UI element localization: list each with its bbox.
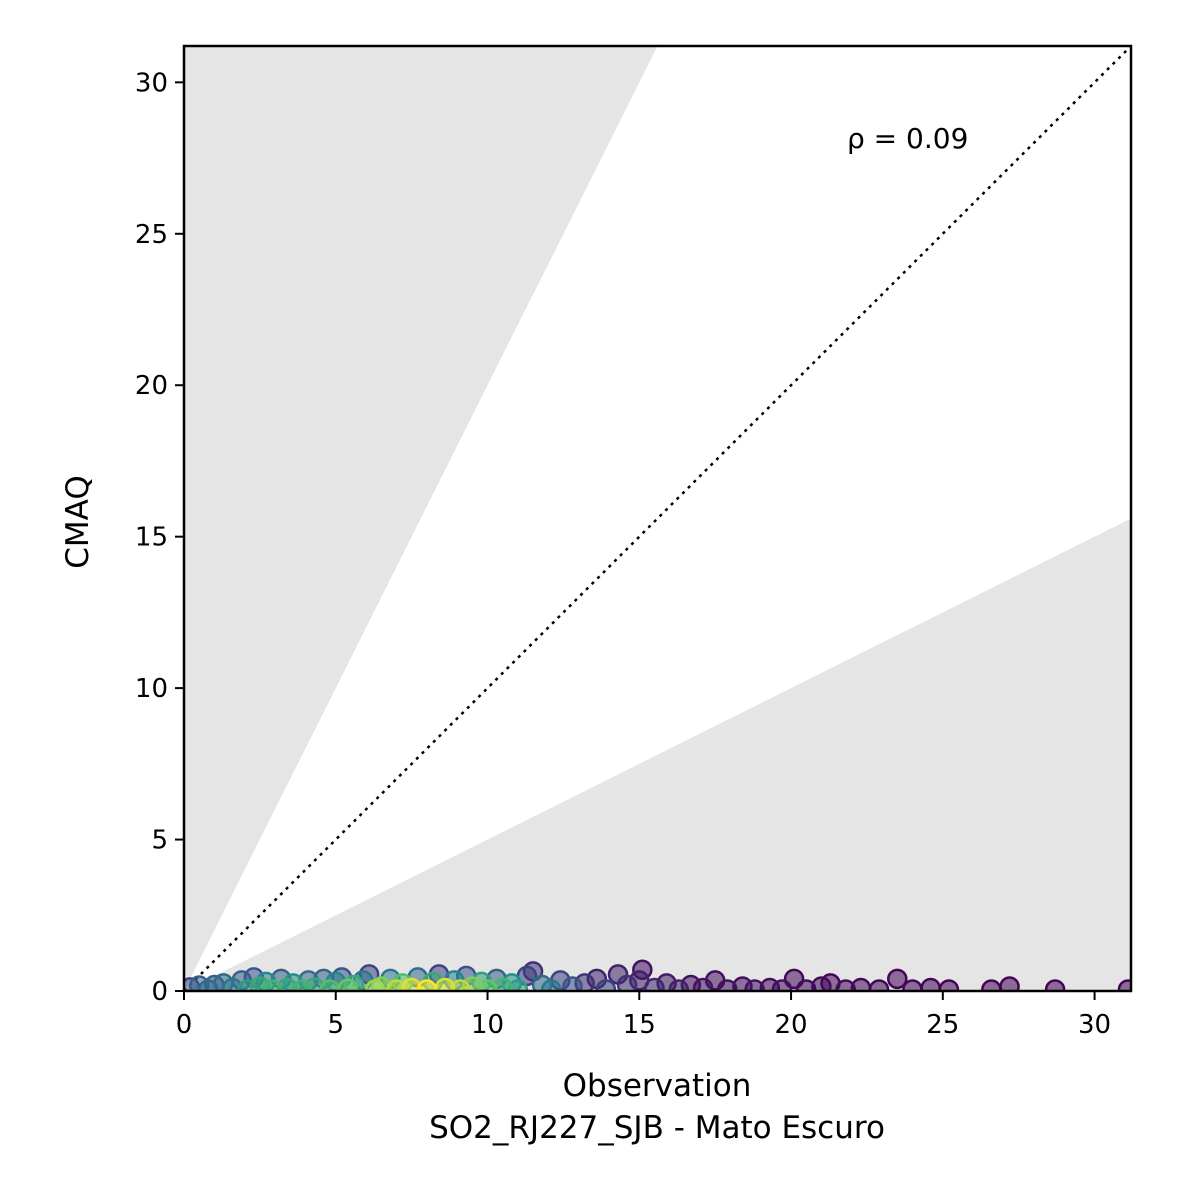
data-point <box>292 979 313 991</box>
data-point <box>616 974 638 991</box>
data-point <box>668 979 689 991</box>
data-point <box>717 979 738 991</box>
y-tick-label: 10 <box>135 674 168 704</box>
upper-error-band <box>184 46 658 991</box>
y-axis-ticks: 0 5 10 15 20 25 30 <box>135 68 184 1007</box>
x-axis-ticks: 0 5 10 15 20 25 30 <box>176 991 1111 1040</box>
y-tick-label: 0 <box>151 977 168 1007</box>
data-point <box>938 979 960 991</box>
data-point <box>835 979 856 991</box>
data-point <box>1044 979 1066 991</box>
data-point <box>744 979 765 991</box>
data-point <box>692 977 714 991</box>
plot-area <box>184 46 1131 991</box>
x-tick-label: 0 <box>176 1010 193 1040</box>
x-tick-label: 25 <box>926 1010 959 1040</box>
x-axis-label: Observation <box>563 1068 752 1104</box>
data-point <box>887 968 908 990</box>
data-point <box>999 976 1020 991</box>
data-points <box>184 959 1131 991</box>
x-tick-label: 10 <box>471 1010 504 1040</box>
x-tick-label: 20 <box>775 1010 808 1040</box>
data-point <box>434 977 456 991</box>
data-point <box>541 979 562 991</box>
data-point <box>261 979 283 991</box>
data-point <box>562 976 583 991</box>
y-axis-label: CMAQ <box>60 475 96 568</box>
chart-subtitle: SO2_RJ227_SJB - Mato Escuro <box>429 1110 885 1146</box>
data-point <box>337 978 359 991</box>
data-point <box>868 979 890 991</box>
x-tick-label: 30 <box>1078 1010 1111 1040</box>
y-tick-label: 30 <box>135 68 168 98</box>
x-tick-label: 5 <box>327 1010 344 1040</box>
data-point <box>1117 979 1131 991</box>
data-point <box>920 977 941 991</box>
y-tick-label: 5 <box>151 826 168 856</box>
lower-error-band <box>184 518 1131 991</box>
data-point <box>416 979 438 991</box>
data-point <box>981 979 1002 991</box>
data-point <box>771 979 793 991</box>
y-tick-label: 25 <box>135 220 168 250</box>
y-tick-label: 15 <box>135 523 168 553</box>
data-point <box>811 976 832 991</box>
correlation-annotation: ρ = 0.09 <box>847 122 968 155</box>
data-point <box>644 977 665 991</box>
x-tick-label: 15 <box>623 1010 656 1040</box>
data-point <box>902 979 923 991</box>
data-point <box>364 979 386 991</box>
data-point <box>595 979 617 991</box>
identity-line <box>184 46 1131 991</box>
plot-frame <box>182 44 1133 993</box>
y-tick-label: 20 <box>135 371 168 401</box>
